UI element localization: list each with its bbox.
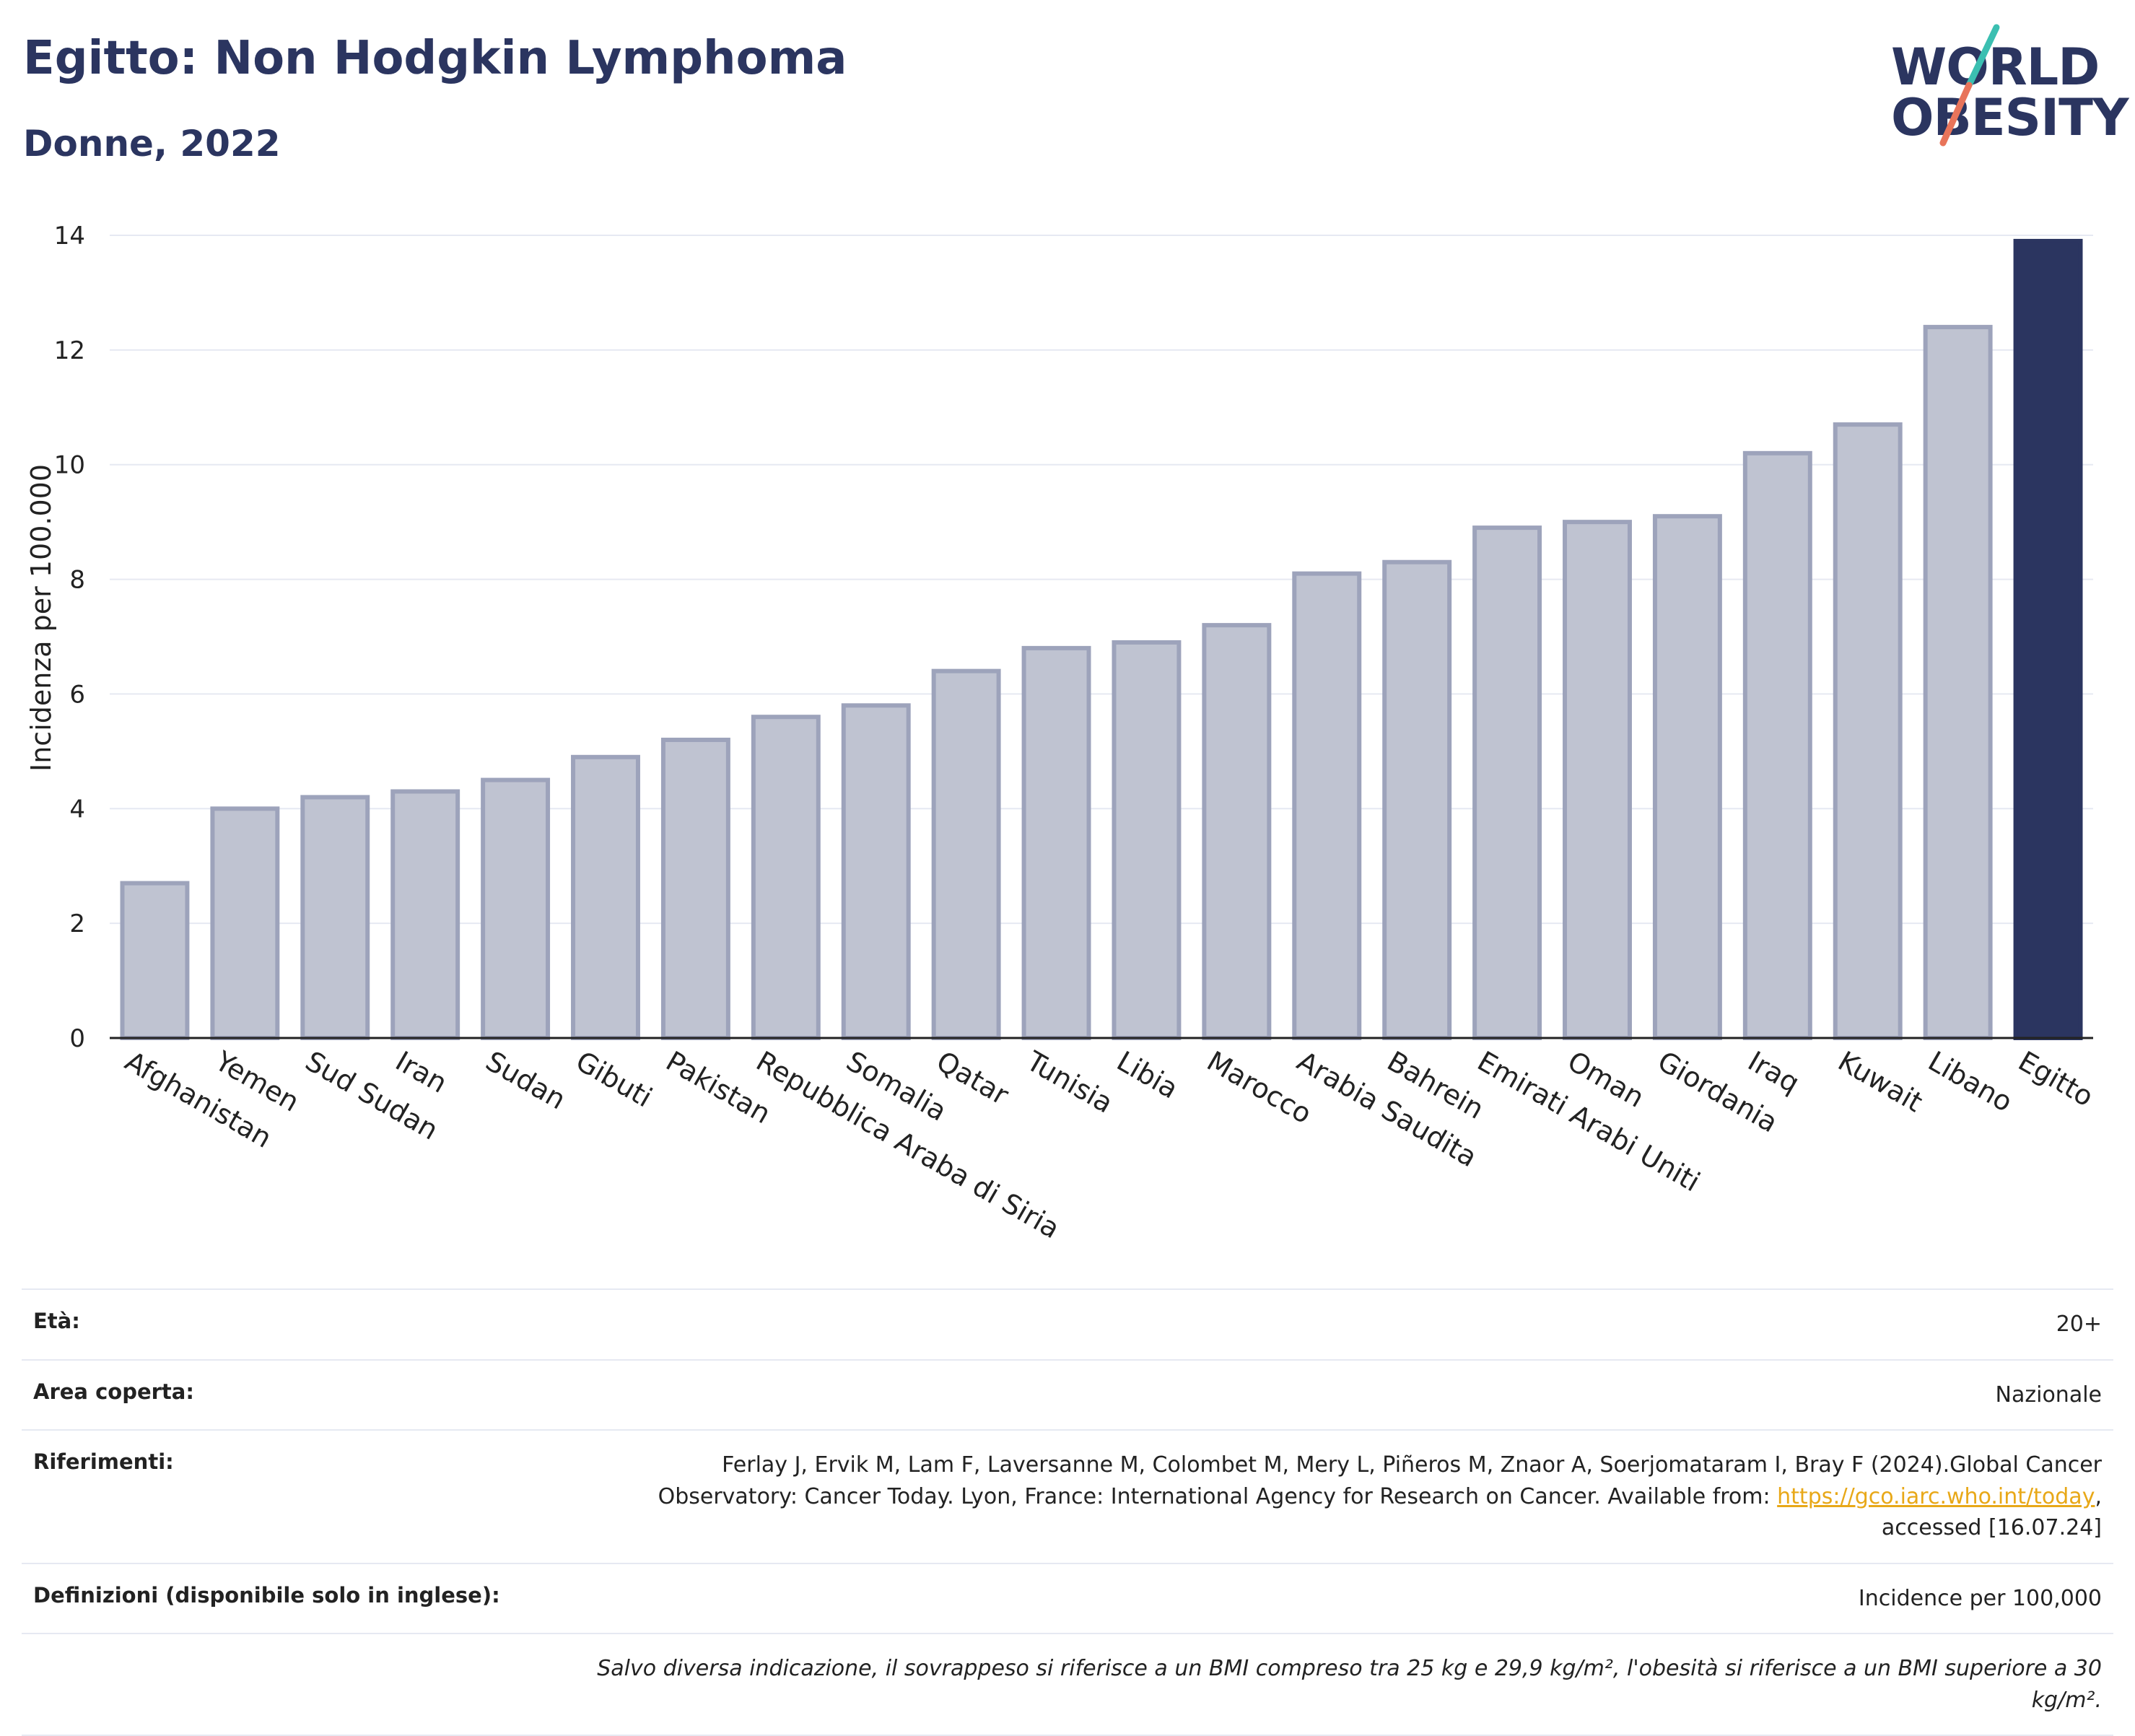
chart-subtitle: Donne, 2022 (23, 123, 281, 165)
y-tick-label: 4 (69, 795, 85, 824)
bar-somalia (841, 703, 911, 1040)
info-label: Riferimenti: (33, 1449, 174, 1474)
info-label: Definizioni (disponibile solo in inglese… (33, 1582, 500, 1608)
reference-line-3: accessed [16.07.24] (1881, 1515, 2102, 1540)
bar-marocco (1202, 623, 1272, 1040)
x-tick-label: Libano (1923, 1045, 2018, 1118)
y-tick-label: 0 (69, 1024, 85, 1053)
x-tick-label: Kuwait (1833, 1045, 1928, 1119)
bar-pakistan (660, 737, 730, 1040)
x-tick-label: Iran (390, 1045, 453, 1099)
y-tick-label: 12 (54, 336, 85, 365)
info-row-area: Area coperta: Nazionale (22, 1358, 2113, 1430)
bar-iraq (1742, 450, 1812, 1041)
info-table: Età: 20+ Area coperta: Nazionale Riferim… (22, 1288, 2113, 1736)
y-tick-label: 6 (69, 680, 85, 709)
info-value: Ferlay J, Ervik M, Lam F, Laversanne M, … (658, 1449, 2102, 1544)
bar-arabia-saudita (1292, 571, 1362, 1040)
bars (120, 238, 2083, 1041)
reference-link[interactable]: https://gco.iarc.who.int/today (1777, 1483, 2095, 1509)
bar-afghanistan (120, 881, 190, 1040)
bar-sud-sudan (300, 795, 370, 1041)
bar-repubblica-araba-di-siria (751, 715, 821, 1040)
x-tick-label: Iraq (1742, 1045, 1804, 1099)
x-tick-label: Sudan (481, 1045, 572, 1116)
bar-emirati-arabi-uniti (1472, 525, 1542, 1041)
info-value: 20+ (2056, 1312, 2102, 1337)
reference-line-1: Ferlay J, Ervik M, Lam F, Laversanne M, … (722, 1452, 2102, 1478)
info-row-age: Età: 20+ (22, 1288, 2113, 1359)
y-axis-label: Incidenza per 100.000 (25, 464, 57, 772)
bar-gibuti (571, 754, 640, 1040)
logo-line-2: OBESITY (1891, 88, 2129, 147)
info-row-note: Salvo diversa indicazione, il sovrappeso… (22, 1633, 2113, 1736)
info-row-references: Riferimenti: Ferlay J, Ervik M, Lam F, L… (22, 1429, 2113, 1563)
chart-title: Egitto: Non Hodgkin Lymphoma (23, 32, 847, 85)
bar-libia (1112, 640, 1182, 1040)
y-tick-label: 10 (54, 451, 85, 480)
x-tick-label: Tunisia (1021, 1044, 1118, 1120)
info-row-definitions: Definizioni (disponibile solo in inglese… (22, 1562, 2113, 1634)
footnote: Salvo diversa indicazione, il sovrappeso… (597, 1656, 2102, 1713)
bar-sudan (481, 777, 551, 1040)
info-value: Nazionale (1995, 1382, 2102, 1408)
bar-yemen (210, 806, 280, 1040)
bar-oman (1563, 520, 1632, 1040)
x-tick-label: Egitto (2013, 1045, 2099, 1113)
reference-line-2: Observatory: Cancer Today. Lyon, France:… (658, 1483, 1778, 1509)
y-tick-label: 2 (69, 910, 85, 938)
world-obesity-logo: WORLD OBESITY (1877, 22, 2129, 152)
x-tick-label: Gibuti (571, 1045, 658, 1114)
y-tick-label: 8 (69, 566, 85, 595)
bar-egitto (2013, 238, 2083, 1040)
bar-giordania (1652, 514, 1722, 1040)
info-value: Incidence per 100,000 (1858, 1585, 2102, 1611)
logo-line-1: WORLD (1891, 38, 2100, 97)
y-tick-label: 14 (54, 222, 85, 250)
bar-libano (1923, 325, 1993, 1041)
x-tick-label: Libia (1112, 1045, 1184, 1105)
bar-bahrein (1382, 559, 1452, 1040)
y-tick-labels: 0 2 4 6 8 10 12 14 (54, 222, 85, 1053)
bar-tunisia (1021, 645, 1091, 1040)
info-label: Età: (33, 1309, 80, 1333)
info-label: Area coperta: (33, 1379, 194, 1404)
bar-kuwait (1833, 422, 1903, 1041)
logo-slash-icon (1939, 24, 2000, 147)
bar-iran (390, 789, 460, 1040)
bar-qatar (931, 668, 1001, 1041)
reference-comma: , (2095, 1483, 2102, 1509)
